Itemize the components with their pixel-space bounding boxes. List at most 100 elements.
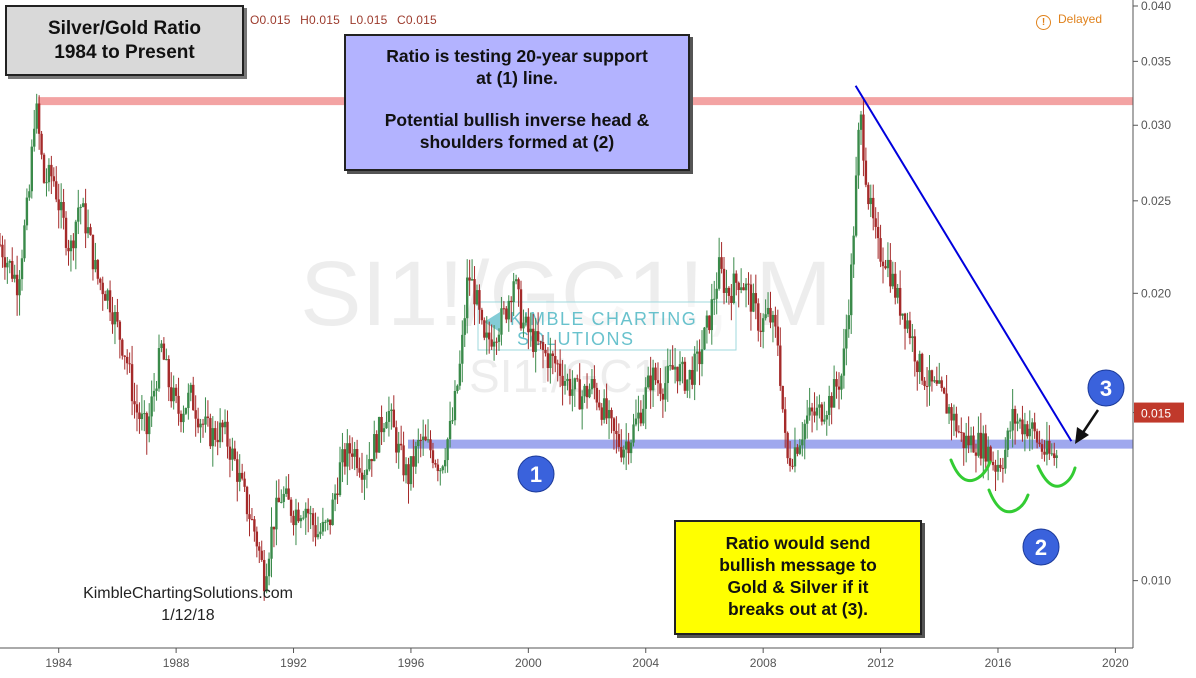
candle-body [40, 133, 43, 155]
candle-body [950, 407, 953, 421]
candle-body [820, 404, 824, 422]
candle-body [221, 422, 224, 428]
candle-body [125, 356, 129, 364]
candle-body [1035, 431, 1039, 443]
candle-body [157, 348, 161, 389]
candle-body [377, 417, 381, 453]
candle-body [480, 309, 484, 321]
candle-body [402, 445, 405, 476]
x-tick-label: 1996 [398, 656, 425, 670]
candle-body [255, 531, 259, 547]
candle-body [752, 293, 755, 312]
candle-body [28, 191, 31, 198]
candle-body [813, 411, 816, 416]
marker-2-circle [1022, 528, 1060, 566]
candle-body [204, 416, 207, 425]
candle-body [1001, 467, 1005, 469]
candle-body [1045, 440, 1049, 455]
candle-body [270, 526, 273, 559]
candle-body [245, 486, 249, 515]
candle-body [644, 387, 647, 409]
candle-body [72, 240, 75, 249]
candle-body [289, 499, 293, 516]
candle-body [184, 408, 188, 414]
candle-body [920, 353, 924, 381]
candle-body [730, 295, 733, 303]
candle-body [395, 427, 398, 453]
candle-body [468, 277, 471, 281]
candle-body [262, 559, 266, 592]
candle-body [490, 339, 493, 347]
candle-body [737, 282, 740, 291]
candle-body [588, 389, 591, 398]
candle-body [42, 154, 46, 183]
candle-body [693, 353, 696, 385]
right-shoulder-curve [1036, 464, 1077, 488]
candle-body [1040, 444, 1044, 452]
candle-body [876, 226, 880, 239]
candle-body [810, 407, 814, 412]
breakout-arrow-shaft [1080, 409, 1100, 435]
candle-body [133, 401, 136, 405]
candle-body [463, 318, 466, 335]
candle-body [519, 289, 523, 329]
candle-body [583, 385, 586, 397]
candle-body [74, 221, 78, 249]
candle-body [823, 419, 826, 422]
candle-body [857, 129, 860, 176]
candle-body [989, 446, 992, 462]
candle-body [869, 197, 872, 205]
candle-body [426, 439, 430, 441]
candle-body [717, 257, 721, 289]
candle-body [994, 465, 997, 472]
candle-body [302, 517, 305, 519]
candle-body [478, 290, 481, 310]
candle-body [607, 409, 611, 419]
candle-body [801, 439, 804, 446]
candle-body [979, 432, 983, 459]
candle-body [1006, 430, 1009, 450]
chart-subtitle: 1984 to Present [54, 42, 195, 63]
candle-body [155, 388, 158, 391]
candle-body [683, 361, 687, 391]
candle-body [722, 268, 726, 293]
candle-body [830, 395, 833, 408]
candle-body [64, 217, 68, 248]
candle-body [385, 421, 388, 429]
candle-body [894, 273, 897, 298]
candle-body [725, 287, 728, 293]
candle-body [1009, 430, 1012, 432]
candle-body [884, 266, 887, 269]
candle-body [6, 262, 9, 268]
candle-body [311, 513, 315, 526]
breakout-note: Ratio would send bullish message to Gold… [674, 520, 922, 635]
candle-body [106, 290, 109, 301]
candle-body [554, 356, 557, 364]
candle-body [710, 299, 713, 331]
candle-body [306, 508, 310, 514]
candle-body [84, 203, 87, 234]
candle-body [414, 446, 418, 467]
candle-body [898, 287, 902, 316]
candle-body [889, 259, 892, 287]
candle-body [1031, 422, 1034, 429]
candle-body [536, 331, 540, 342]
candle-body [539, 341, 542, 343]
candle-body [326, 519, 329, 522]
candle-body [761, 318, 765, 332]
candle-body [514, 279, 518, 282]
candle-body [11, 260, 14, 279]
candle-body [1048, 440, 1051, 454]
candle-body [240, 472, 244, 479]
candle-body [901, 313, 904, 316]
delayed-status[interactable]: ! Delayed [1036, 12, 1102, 30]
candle-body [495, 341, 498, 343]
candle-body [769, 307, 772, 323]
candle-body [368, 459, 371, 470]
candle-body [45, 182, 48, 184]
candle-body [779, 345, 782, 386]
candle-body [938, 380, 941, 384]
candle-body [715, 288, 718, 299]
candle-body [656, 380, 660, 384]
